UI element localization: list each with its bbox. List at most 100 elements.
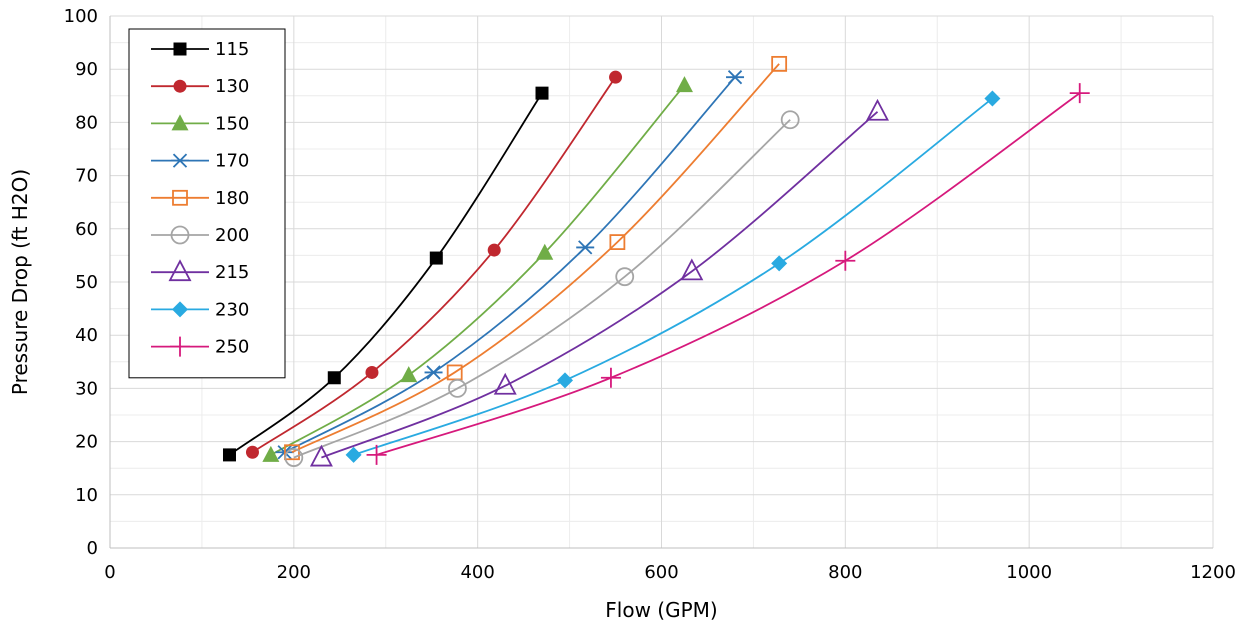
x-tick-label: 0 (104, 562, 115, 583)
y-tick-label: 30 (75, 378, 98, 399)
legend-label: 230 (215, 299, 249, 320)
legend-item-215: 215 (151, 259, 249, 283)
series-250 (366, 83, 1090, 465)
data-point-215 (493, 372, 517, 395)
series-230 (345, 90, 1001, 463)
data-point-230 (984, 90, 1001, 107)
legend-item-150: 150 (151, 113, 249, 134)
x-tick-label: 1200 (1190, 562, 1236, 583)
data-point-170 (726, 70, 745, 85)
data-point-200 (615, 267, 635, 287)
legend-marker (170, 336, 190, 357)
legend-marker (172, 301, 188, 318)
legend-marker (173, 42, 187, 56)
legend-item-230: 230 (151, 299, 249, 320)
legend-label: 200 (215, 225, 249, 246)
data-point-150 (675, 76, 693, 93)
data-point-170 (576, 240, 595, 255)
legend-box (128, 28, 286, 379)
series-215 (309, 98, 889, 467)
legend-label: 150 (215, 113, 249, 134)
legend-marker (172, 189, 188, 206)
data-point-130 (365, 365, 379, 379)
data-point-150 (536, 243, 554, 260)
grid (110, 15, 1214, 548)
legend-marker (171, 153, 189, 168)
data-point-130 (609, 70, 623, 84)
axes: 0 200 400 600 800 1000 1200 0 10 20 30 40 50 60 70 80 90… (64, 6, 1236, 583)
legend: 115 130 150 170 180 200 215 230 250 (128, 28, 286, 379)
y-tick-label: 70 (75, 166, 98, 187)
x-tick-label: 800 (828, 562, 862, 583)
data-point-180 (771, 55, 788, 72)
data-point-215 (680, 258, 704, 281)
y-tick-label: 50 (75, 272, 98, 293)
data-point-230 (345, 446, 362, 463)
series-line-170 (284, 76, 736, 454)
x-tick-label: 600 (644, 562, 678, 583)
series-200 (284, 110, 800, 467)
series-line-215 (321, 111, 879, 459)
data-point-200 (448, 378, 467, 398)
y-tick-label: 100 (64, 6, 98, 27)
series-150 (262, 76, 693, 462)
x-tick-label: 400 (460, 562, 494, 583)
data-point-115 (535, 86, 549, 100)
legend-item-250: 250 (151, 336, 249, 358)
series-line-230 (353, 97, 993, 456)
data-point-200 (284, 448, 304, 467)
data-point-130 (487, 243, 501, 257)
series-line-130 (251, 76, 617, 453)
data-point-150 (262, 445, 280, 462)
data-point-130 (245, 445, 259, 459)
y-tick-label: 0 (87, 538, 98, 559)
series-group (222, 55, 1090, 467)
data-point-230 (556, 372, 573, 389)
legend-label: 180 (215, 188, 249, 209)
series-180 (284, 55, 788, 461)
legend-item-130: 130 (151, 76, 249, 97)
y-tick-label: 10 (75, 485, 98, 506)
legend-item-200: 200 (151, 225, 249, 246)
data-point-180 (284, 444, 300, 461)
data-point-250 (1069, 83, 1090, 104)
y-tick-label: 60 (75, 219, 98, 240)
data-point-115 (327, 371, 341, 385)
legend-marker (170, 225, 190, 245)
series-line-250 (376, 92, 1081, 456)
series-line-115 (228, 92, 543, 456)
legend-label: 250 (215, 337, 249, 358)
legend-marker (173, 79, 187, 93)
data-point-200 (780, 110, 800, 130)
y-tick-label: 20 (75, 432, 98, 453)
data-point-115 (222, 448, 236, 462)
data-point-215 (866, 98, 889, 121)
data-point-170 (424, 365, 443, 380)
legend-label: 170 (215, 151, 249, 172)
data-point-250 (600, 367, 621, 388)
series-line-150 (270, 84, 686, 456)
data-point-215 (309, 444, 333, 467)
legend-item-170: 170 (151, 151, 249, 172)
legend-label: 130 (215, 76, 249, 97)
series-line-200 (293, 119, 791, 459)
data-point-230 (771, 255, 788, 272)
x-axis-title: Flow (GPM) (605, 598, 717, 622)
series-115 (222, 86, 549, 462)
legend-item-115: 115 (151, 39, 249, 60)
legend-item-180: 180 (151, 188, 249, 209)
legend-marker (171, 114, 189, 131)
series-130 (245, 70, 623, 459)
legend-marker (168, 259, 192, 282)
y-axis-title: Pressure Drop (ft H2O) (8, 169, 32, 395)
legend-label: 215 (215, 262, 249, 283)
legend-label: 115 (215, 39, 249, 60)
y-tick-label: 80 (75, 112, 98, 133)
data-point-250 (366, 444, 387, 465)
y-tick-label: 40 (75, 325, 98, 346)
data-point-150 (400, 366, 418, 383)
series-line-180 (291, 63, 780, 454)
x-tick-label: 200 (277, 562, 311, 583)
y-tick-label: 90 (75, 59, 98, 80)
